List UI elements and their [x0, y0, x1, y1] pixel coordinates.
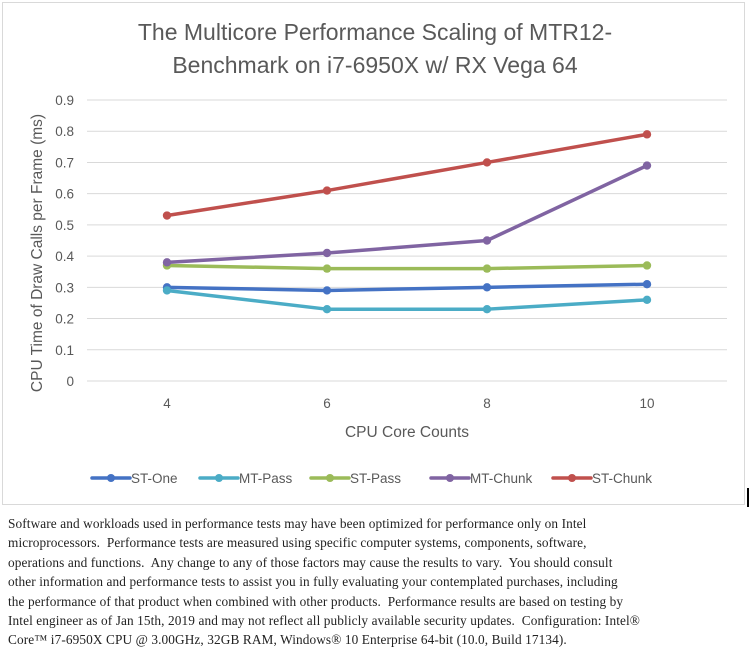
data-point [642, 280, 652, 289]
series-st-pass [162, 261, 652, 273]
data-point [322, 304, 332, 314]
series-line [165, 263, 649, 271]
series-line [165, 282, 649, 293]
legend-item: MT-Pass [198, 471, 293, 486]
data-point [162, 286, 172, 295]
data-point [482, 236, 492, 245]
y-tick-label: 0.3 [55, 280, 74, 295]
data-point [322, 286, 332, 295]
footnote-line: microprocessors. Performance tests are m… [8, 535, 587, 551]
y-tick-label: 0.1 [55, 343, 74, 358]
y-tick-label: 0.5 [55, 218, 74, 233]
x-tick-label: 8 [483, 396, 491, 411]
footnote-line: the performance of that product when com… [8, 593, 624, 609]
chart-area [2, 2, 745, 505]
legend-dot-marker [446, 474, 454, 482]
y-tick-label: 0.7 [55, 155, 74, 170]
x-tick-label: 4 [163, 396, 171, 411]
data-point [642, 261, 652, 270]
data-point [482, 158, 492, 167]
data-point [322, 248, 332, 258]
series-group [162, 130, 652, 314]
y-tick-label: 0.4 [55, 249, 74, 264]
legend-label: ST-One [131, 471, 178, 486]
footnote-line: Software and workloads used in performan… [8, 516, 587, 531]
series-mt-pass [162, 286, 652, 314]
y-tick-label: 0.8 [55, 124, 74, 139]
data-point [642, 161, 652, 170]
series-mt-chunk [162, 161, 652, 267]
series-st-chunk [162, 130, 652, 220]
legend-label: MT-Chunk [470, 471, 533, 486]
data-point [642, 130, 652, 139]
data-point [482, 304, 492, 314]
y-tick-label: 0.2 [55, 312, 74, 327]
data-point [322, 264, 332, 273]
line-chart: The Multicore Performance Scaling of MTR… [29, 19, 727, 486]
y-tick-label: 0.9 [55, 93, 74, 108]
footnote-line: Core™ i7-6950X CPU @ 3.00GHz, 32GB RAM, … [8, 632, 567, 648]
data-point [642, 295, 652, 305]
legend-item: ST-One [90, 471, 178, 486]
data-point [482, 264, 492, 273]
legend-dot-marker [568, 474, 576, 482]
legend-dot-marker [107, 474, 115, 482]
chart-title-line-1: The Multicore Performance Scaling of MTR… [138, 19, 612, 45]
y-tick-label: 0.6 [55, 187, 74, 202]
x-axis-title: CPU Core Counts [345, 424, 469, 441]
data-point [322, 186, 332, 195]
legend-dot-marker [215, 474, 223, 482]
y-axis-ticks: 0 0.1 0.2 0.3 0.4 0.5 0.6 0.7 0.8 0.9 [55, 93, 74, 389]
data-point [162, 211, 172, 220]
gridlines [87, 99, 727, 382]
legend-label: ST-Pass [350, 471, 401, 486]
legend-item: ST-Pass [309, 471, 401, 486]
series-line [165, 132, 649, 218]
footnote-line: Intel engineer as of Jan 15th, 2019 and … [8, 613, 640, 629]
legend-item: ST-Chunk [551, 471, 652, 486]
data-point [162, 258, 172, 267]
data-point [482, 283, 492, 292]
legend-label: ST-Chunk [592, 471, 652, 486]
chart-title-line-2: Benchmark on i7-6950X w/ RX Vega 64 [172, 52, 578, 78]
series-line [165, 288, 649, 311]
x-tick-label: 10 [639, 396, 654, 411]
disclaimer-footnote: Software and workloads used in performan… [8, 514, 746, 650]
legend-dot-marker [326, 474, 334, 482]
legend-item: MT-Chunk [429, 471, 533, 486]
y-tick-label: 0 [66, 374, 74, 389]
x-tick-label: 6 [323, 396, 331, 411]
legend: ST-One MT-Pass ST-Pass MT-Chunk ST-Chunk [90, 471, 652, 486]
y-axis-title: CPU Time of Draw Calls per Frame (ms) [29, 114, 46, 392]
legend-label: MT-Pass [239, 471, 293, 486]
x-axis-ticks: 4 6 8 10 [163, 396, 654, 411]
footnote-line: other information and performance tests … [8, 574, 618, 590]
series-line [165, 163, 649, 265]
footnote-line: operations and functions. Any change to … [8, 554, 613, 570]
window-edge-marker [747, 488, 749, 507]
